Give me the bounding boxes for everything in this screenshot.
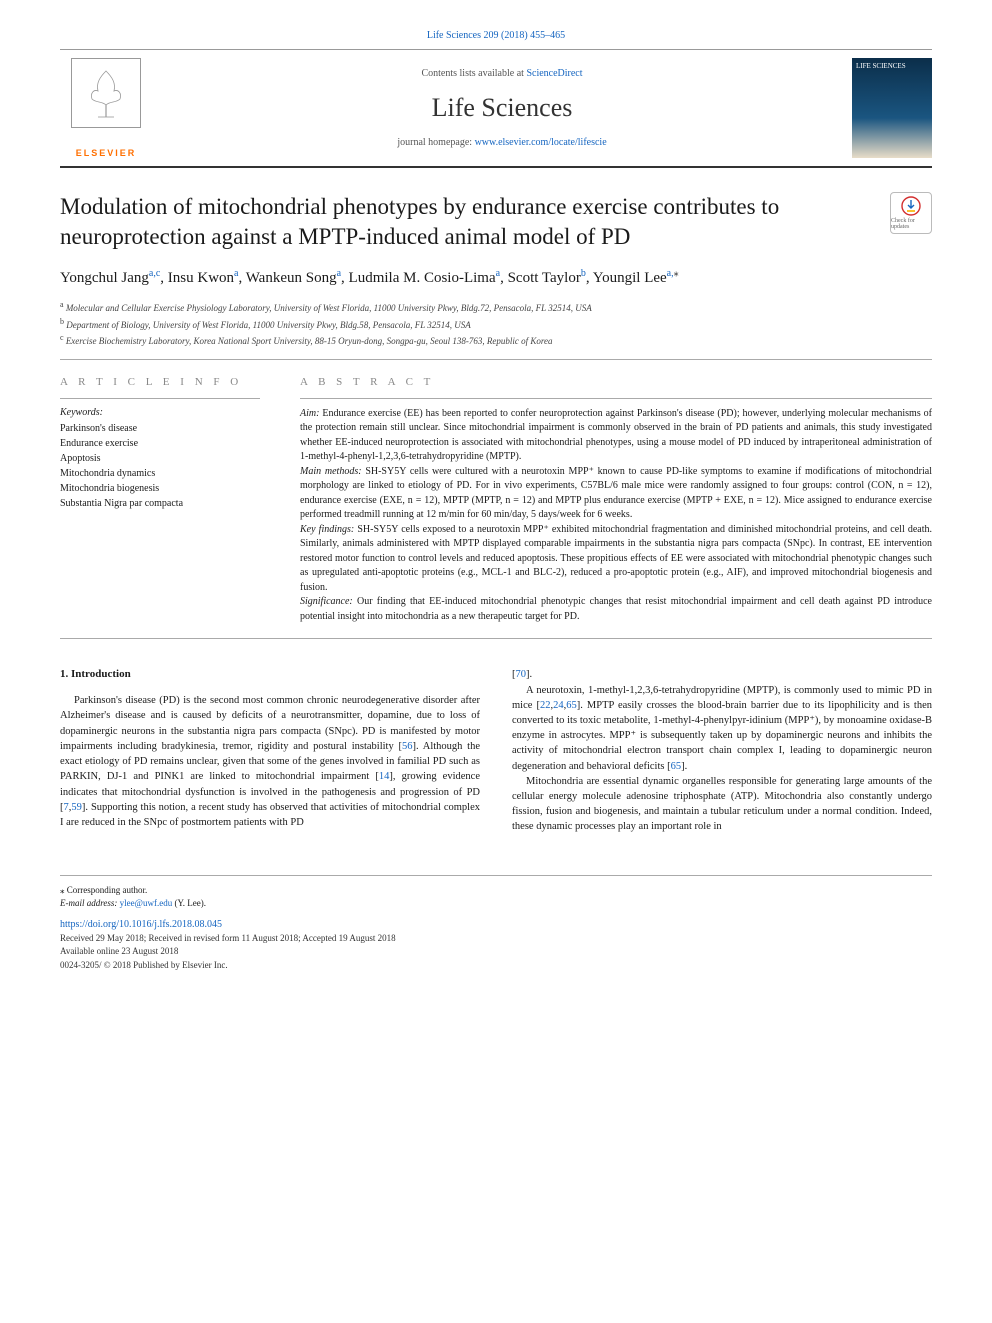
article-info-header: A R T I C L E I N F O <box>60 376 260 388</box>
aim-label: Aim: <box>300 408 319 419</box>
keyword: Endurance exercise <box>60 436 260 451</box>
intro-heading: 1. Introduction <box>60 667 480 683</box>
authors-list: Yongchul Janga,c, Insu Kwona, Wankeun So… <box>60 266 932 290</box>
elsevier-logo: ELSEVIER <box>60 58 152 158</box>
journal-homepage: journal homepage: www.elsevier.com/locat… <box>172 137 832 148</box>
abstract-column: A B S T R A C T Aim: Endurance exercise … <box>300 376 932 625</box>
affiliation-line: c Exercise Biochemistry Laboratory, Kore… <box>60 332 932 349</box>
contents-prefix: Contents lists available at <box>421 68 526 79</box>
intro-paragraph-3: Mitochondria are essential dynamic organ… <box>512 774 932 835</box>
article-info-column: A R T I C L E I N F O Keywords: Parkinso… <box>60 376 260 625</box>
email-link[interactable]: ylee@uwf.edu <box>120 898 173 908</box>
keyword: Mitochondria biogenesis <box>60 481 260 496</box>
body-column-left: 1. Introduction Parkinson's disease (PD)… <box>60 667 480 834</box>
journal-ref-link[interactable]: Life Sciences 209 (2018) 455–465 <box>427 30 565 41</box>
updates-icon <box>901 196 921 216</box>
copyright-line: 0024-3205/ © 2018 Published by Elsevier … <box>60 959 932 973</box>
divider <box>60 359 932 360</box>
aim-text: Endurance exercise (EE) has been reporte… <box>300 408 932 463</box>
check-updates-badge[interactable]: Check for updates <box>890 192 932 234</box>
body-column-right: [70]. A neurotoxin, 1-methyl-1,2,3,6-tet… <box>512 667 932 834</box>
received-dates: Received 29 May 2018; Received in revise… <box>60 932 932 946</box>
sciencedirect-link[interactable]: ScienceDirect <box>526 68 582 79</box>
keywords-list: Parkinson's diseaseEndurance exerciseApo… <box>60 421 260 511</box>
doi-link[interactable]: https://doi.org/10.1016/j.lfs.2018.08.04… <box>60 919 222 930</box>
findings-text: SH-SY5Y cells exposed to a neurotoxin MP… <box>300 524 932 593</box>
keyword: Substantia Nigra par compacta <box>60 496 260 511</box>
contents-available: Contents lists available at ScienceDirec… <box>172 68 832 79</box>
methods-text: SH-SY5Y cells were cultured with a neuro… <box>300 466 932 521</box>
intro-paragraph-2: A neurotoxin, 1-methyl-1,2,3,6-tetrahydr… <box>512 683 932 774</box>
findings-label: Key findings: <box>300 524 354 535</box>
keyword: Apoptosis <box>60 451 260 466</box>
affiliations: a Molecular and Cellular Exercise Physio… <box>60 299 932 349</box>
journal-header: ELSEVIER Contents lists available at Sci… <box>60 49 932 168</box>
affiliation-line: b Department of Biology, University of W… <box>60 316 932 333</box>
elsevier-tree-icon <box>71 58 141 128</box>
available-online: Available online 23 August 2018 <box>60 945 932 959</box>
journal-reference-top: Life Sciences 209 (2018) 455–465 <box>60 30 932 41</box>
abstract-header: A B S T R A C T <box>300 376 932 388</box>
keyword: Parkinson's disease <box>60 421 260 436</box>
article-title: Modulation of mitochondrial phenotypes b… <box>60 192 874 252</box>
email-suffix: (Y. Lee). <box>172 898 206 908</box>
significance-label: Significance: <box>300 596 353 607</box>
intro-paragraph-1: Parkinson's disease (PD) is the second m… <box>60 693 480 830</box>
email-line: E-mail address: ylee@uwf.edu (Y. Lee). <box>60 897 932 911</box>
keywords-label: Keywords: <box>60 407 260 418</box>
journal-name: Life Sciences <box>172 93 832 123</box>
corresponding-author: ⁎ Corresponding author. <box>60 884 932 898</box>
divider <box>60 638 932 639</box>
affiliation-line: a Molecular and Cellular Exercise Physio… <box>60 299 932 316</box>
keyword: Mitochondria dynamics <box>60 466 260 481</box>
elsevier-label: ELSEVIER <box>76 148 137 158</box>
homepage-link[interactable]: www.elsevier.com/locate/lifescie <box>475 137 607 148</box>
abstract-text: Aim: Endurance exercise (EE) has been re… <box>300 407 932 625</box>
significance-text: Our finding that EE-induced mitochondria… <box>300 596 932 622</box>
updates-label: Check for updates <box>891 218 931 230</box>
footer: ⁎ Corresponding author. E-mail address: … <box>60 875 932 973</box>
homepage-prefix: journal homepage: <box>397 137 474 148</box>
methods-label: Main methods: <box>300 466 362 477</box>
journal-cover-thumb: LIFE SCIENCES <box>852 58 932 158</box>
email-label: E-mail address: <box>60 898 120 908</box>
intro-continuation: [70]. <box>512 667 932 682</box>
